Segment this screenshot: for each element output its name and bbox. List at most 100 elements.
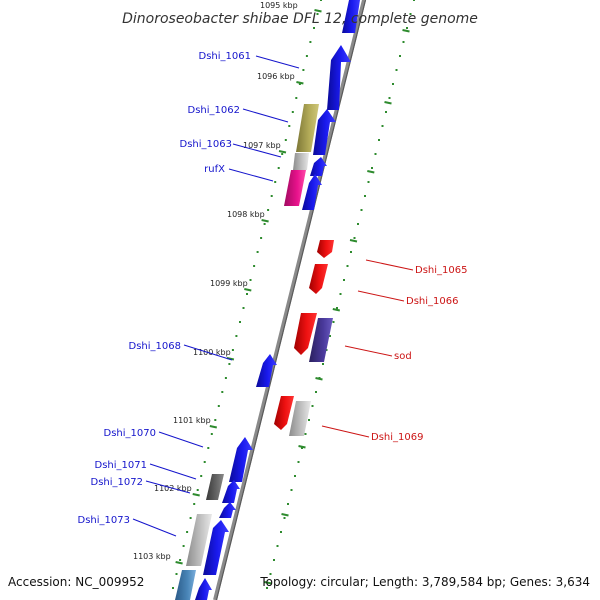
ruler-dot	[332, 321, 335, 323]
kbp-tick	[315, 377, 323, 381]
ruler-dot	[360, 209, 363, 211]
gene-label-dshi-1071[interactable]: Dshi_1071	[95, 460, 147, 471]
ruler-dot	[189, 517, 192, 519]
ruler-dot	[406, 27, 408, 29]
ruler-dot	[280, 531, 282, 533]
ruler-dot	[322, 363, 324, 365]
ruler-dot	[276, 545, 279, 547]
reverse-gene-arrows	[274, 240, 334, 436]
kbp-tick	[349, 239, 358, 243]
ruler-dot	[231, 349, 234, 351]
gene-arrow-dshi-1060[interactable]	[342, 0, 360, 33]
gene-arrow-dshi-1074[interactable]	[175, 570, 196, 600]
gene-arrow-dshi-1071[interactable]	[206, 474, 224, 500]
ruler-dot	[224, 377, 227, 379]
gene-arrow-sod[interactable]	[309, 318, 333, 362]
gene-arrow-dshi-1061[interactable]	[327, 45, 351, 110]
ruler-dot	[392, 83, 394, 85]
gene-label-dshi-1062[interactable]: Dshi_1062	[188, 105, 240, 116]
gene-label-dshi-1072[interactable]: Dshi_1072	[91, 477, 143, 488]
kbp-tick	[278, 150, 287, 154]
kbp-tick	[244, 288, 252, 292]
ruler-dot	[402, 41, 405, 43]
ruler-dot	[343, 279, 345, 281]
kbp-tick	[298, 445, 306, 449]
ruler-dot	[217, 405, 220, 407]
ruler-dot	[309, 41, 312, 43]
ruler-dot	[266, 587, 268, 589]
gene-label-rufx[interactable]: rufX	[204, 164, 225, 175]
ruler-dot	[228, 363, 231, 365]
ruler-dot	[302, 69, 305, 71]
ruler-track-left	[172, 0, 322, 589]
gene-label-dshi-1066[interactable]: Dshi_1066	[406, 296, 458, 307]
reverse-callouts	[321, 259, 414, 438]
gene-arrow-dshi-1072[interactable]	[222, 480, 240, 503]
gene-arrow-rufx[interactable]	[284, 170, 306, 206]
gene-label-dshi-1065[interactable]: Dshi_1065	[415, 265, 467, 276]
gene-label-dshi-1061[interactable]: Dshi_1061	[199, 51, 251, 62]
gene-arrow-dshi-1068[interactable]	[256, 354, 277, 387]
gene-arrow-dshi-1069[interactable]	[274, 396, 294, 430]
genome-backbone	[213, 0, 367, 600]
ruler-dot	[371, 167, 373, 169]
ruler-dot	[273, 559, 275, 561]
ruler-dot	[249, 279, 252, 281]
ruler-dot	[295, 97, 298, 99]
kbp-tick	[384, 101, 392, 105]
kbp-tick	[296, 81, 304, 85]
ruler-dot	[281, 153, 284, 155]
ruler-dot	[329, 335, 331, 337]
ruler-dot	[294, 475, 296, 477]
kbp-tick	[281, 513, 289, 517]
accession-label: Accession: NC_009952	[8, 575, 144, 589]
ruler-dot	[260, 237, 263, 239]
ruler-dot	[274, 181, 277, 183]
gene-arrow-dshi-1069b[interactable]	[289, 401, 311, 436]
ruler-dot	[221, 391, 224, 393]
ruler-dot	[320, 0, 322, 1]
gene-label-dshi-1068[interactable]: Dshi_1068	[129, 341, 181, 352]
ruler-dot	[270, 195, 273, 197]
kbp-tick	[402, 29, 410, 33]
ruler-dot	[172, 587, 174, 589]
kbp-label: 1101 kbp	[173, 416, 211, 425]
gene-arrow-dshi-1073b[interactable]	[203, 520, 229, 575]
ruler-dot	[283, 517, 286, 519]
ruler-dot	[367, 181, 370, 183]
gene-arrow-sod-partner[interactable]	[294, 313, 317, 355]
gene-arrow-dshi-1074b[interactable]	[195, 578, 212, 600]
gene-label-dshi-1073[interactable]: Dshi_1073	[78, 515, 130, 526]
kbp-tick	[209, 425, 218, 429]
ruler-dot	[325, 349, 328, 351]
gene-label-dshi-1063[interactable]: Dshi_1063	[180, 139, 232, 150]
gene-arrow-dshi-1062b[interactable]	[313, 109, 336, 155]
gene-arrow-dshi-1070[interactable]	[229, 437, 253, 482]
ruler-dot	[207, 447, 210, 449]
genome-summary-label: Topology: circular; Length: 3,789,584 bp…	[259, 575, 590, 589]
gene-arrow-dshi-1063b[interactable]	[310, 157, 327, 176]
gene-arrow-dshi-1072b[interactable]	[219, 502, 236, 518]
kbp-tick	[261, 219, 269, 223]
gene-arrow-dshi-1065[interactable]	[317, 240, 334, 258]
kbp-tick	[264, 581, 272, 585]
gene-arrow-rufx-b[interactable]	[302, 174, 322, 210]
ruler-dot	[210, 433, 213, 435]
gene-arrow-dshi-1073[interactable]	[186, 514, 212, 566]
kbp-tick	[367, 170, 375, 174]
gene-label-dshi-1070[interactable]: Dshi_1070	[104, 428, 156, 439]
ruler-dot	[305, 55, 308, 57]
ruler-dot	[399, 55, 401, 57]
ruler-dot	[196, 489, 199, 491]
ruler-dot	[311, 405, 314, 407]
ruler-dot	[290, 489, 293, 491]
ruler-dot	[378, 139, 380, 141]
gene-arrow-dshi-1062[interactable]	[296, 104, 319, 152]
ruler-dot	[350, 251, 352, 253]
kbp-label: 1095 kbp	[260, 1, 298, 10]
gene-arrow-dshi-1066[interactable]	[309, 264, 328, 294]
ruler-dot	[374, 153, 377, 155]
gene-label-dshi-1069[interactable]: Dshi_1069	[371, 432, 423, 443]
gene-label-sod[interactable]: sod	[394, 351, 412, 362]
gene-arrow-dshi-1063[interactable]	[293, 153, 309, 170]
